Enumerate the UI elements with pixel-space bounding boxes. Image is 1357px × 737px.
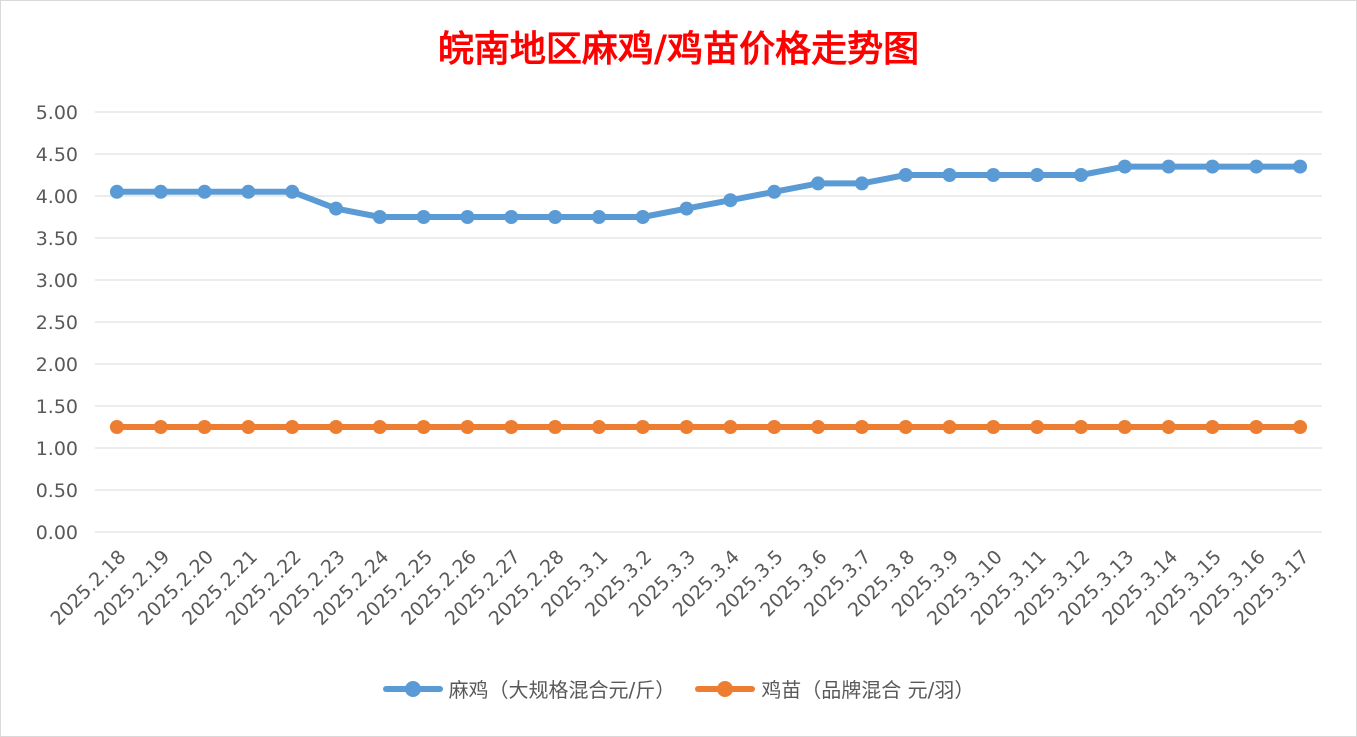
data-point	[285, 184, 300, 199]
data-point	[416, 420, 431, 434]
data-point	[723, 193, 738, 208]
data-point	[1073, 168, 1088, 182]
data-point	[504, 210, 519, 224]
data-point	[811, 176, 826, 191]
data-point	[811, 420, 826, 434]
data-point	[942, 168, 957, 182]
data-point	[1117, 420, 1132, 434]
y-tick-label: 1.00	[36, 438, 78, 460]
y-tick-label: 5.00	[36, 102, 78, 124]
y-tick-label: 2.50	[36, 312, 78, 334]
data-point	[153, 184, 168, 199]
data-point	[1161, 420, 1176, 434]
y-tick-label: 1.50	[36, 396, 78, 418]
data-point	[153, 420, 168, 434]
legend-label-jimiao: 鸡苗（品牌混合 元/羽）	[761, 678, 975, 702]
data-point	[635, 420, 650, 434]
y-tick-label: 2.00	[36, 354, 78, 376]
data-point	[460, 420, 475, 434]
data-point	[329, 420, 344, 434]
y-tick-label: 4.50	[36, 144, 78, 166]
legend-item-maji: 麻鸡（大规格混合元/斤）	[382, 674, 676, 703]
data-point	[898, 168, 913, 182]
data-point	[1293, 159, 1308, 174]
chart-title: 皖南地区麻鸡/鸡苗价格走势图	[437, 28, 920, 70]
data-point	[767, 420, 782, 434]
data-point	[723, 420, 738, 434]
legend-item-jimiao: 鸡苗（品牌混合 元/羽）	[695, 674, 974, 703]
data-point	[854, 176, 869, 191]
y-tick-label: 3.50	[36, 228, 78, 250]
data-point	[416, 210, 431, 224]
y-tick-label: 0.50	[36, 480, 78, 502]
data-point	[635, 210, 650, 224]
data-point	[679, 201, 694, 216]
legend-label-maji: 麻鸡（大规格混合元/斤）	[448, 678, 676, 702]
data-point	[854, 420, 869, 434]
data-point	[460, 210, 475, 224]
data-point	[504, 420, 519, 434]
data-point	[1030, 420, 1045, 434]
y-tick-label: 0.00	[36, 522, 78, 544]
data-point	[109, 184, 124, 199]
data-point	[986, 420, 1001, 434]
data-point	[372, 420, 387, 434]
data-point	[109, 420, 124, 434]
y-tick-label: 4.00	[36, 186, 78, 208]
data-point	[241, 184, 256, 199]
data-point	[329, 201, 344, 216]
data-point	[942, 420, 957, 434]
data-point	[241, 420, 256, 434]
data-point	[986, 168, 1001, 182]
data-point	[591, 210, 606, 224]
data-point	[898, 420, 913, 434]
data-point	[197, 420, 212, 434]
legend-marker-maji	[382, 679, 443, 699]
data-point	[372, 210, 387, 224]
data-point	[548, 210, 563, 224]
data-point	[1117, 159, 1132, 174]
data-point	[767, 184, 782, 199]
data-point	[1205, 159, 1220, 174]
series-line-0	[113, 163, 1304, 220]
data-point	[548, 420, 563, 434]
data-point	[679, 420, 694, 434]
data-point	[1030, 168, 1045, 182]
data-point	[1249, 159, 1264, 174]
legend-marker-jimiao	[695, 679, 756, 699]
data-point	[591, 420, 606, 434]
data-point	[1205, 420, 1220, 434]
data-point	[1161, 159, 1176, 174]
data-point	[197, 184, 212, 199]
data-point	[1073, 420, 1088, 434]
data-point	[285, 420, 300, 434]
data-point	[1249, 420, 1264, 434]
y-tick-label: 3.00	[36, 270, 78, 292]
legend: 麻鸡（大规格混合元/斤） 鸡苗（品牌混合 元/羽）	[0, 674, 1357, 703]
data-point	[1293, 420, 1308, 434]
